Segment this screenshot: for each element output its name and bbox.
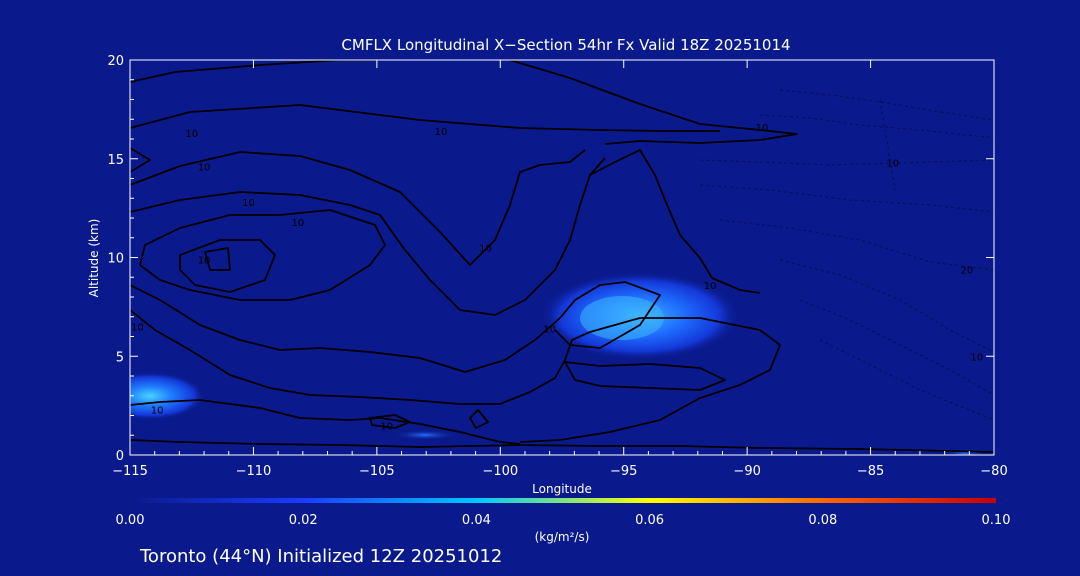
contour-line — [719, 219, 994, 271]
colorbar: 0.00 0.02 0.04 0.06 0.08 0.10 (kg/m²/s) — [116, 498, 1011, 544]
contour-line — [204, 247, 231, 271]
contour-label: 10 — [704, 281, 717, 292]
colorbar-tick-label: 0.10 — [982, 513, 1011, 528]
contours-dashed — [699, 89, 994, 421]
contour-label: 10 — [479, 244, 492, 255]
x-tick-label: −80 — [980, 464, 1007, 479]
flux-maximum-west — [130, 372, 205, 420]
contour-line — [130, 149, 586, 266]
x-tick-label: −105 — [359, 464, 395, 479]
contour-line — [130, 399, 521, 445]
contour-line — [564, 361, 726, 391]
x-tick-label: −85 — [857, 464, 884, 479]
contour-line — [554, 281, 661, 349]
x-tick-label: −90 — [733, 464, 760, 479]
y-tick-label: 0 — [116, 449, 124, 464]
contour-labels: 10 10 10 10 10 10 10 10 10 10 10 10 10 10 20 10 — [131, 123, 983, 432]
contour-line — [130, 60, 380, 83]
contour-line — [179, 239, 276, 293]
y-axis-label: Altitude (km) — [87, 219, 101, 298]
colorbar-tick-label: 0.04 — [462, 513, 491, 528]
contour-label: 10 — [185, 129, 198, 140]
contour-label: 10 — [242, 198, 255, 209]
contour-line — [130, 147, 151, 173]
colorbar-tick-label: 0.06 — [635, 513, 664, 528]
contour-label: 10 — [291, 218, 304, 229]
flux-patch-surface — [393, 430, 457, 440]
x-tick-label: −95 — [610, 464, 637, 479]
contour-label: 10 — [756, 123, 769, 134]
contour-line — [879, 99, 896, 191]
contour-line — [589, 149, 713, 279]
contours-solid — [130, 60, 994, 453]
contour-line — [139, 209, 386, 301]
colorbar-gradient — [130, 498, 996, 503]
contour-line — [469, 409, 489, 429]
flux-shading — [130, 272, 987, 455]
colorbar-tick-label: 0.02 — [289, 513, 318, 528]
y-axis: 0 5 10 15 20 — [107, 54, 994, 464]
contour-label: 10 — [198, 255, 211, 266]
contour-label: 10 — [970, 352, 983, 363]
y-tick-label: 10 — [107, 252, 124, 267]
contour-label: 10 — [543, 325, 556, 336]
x-axis-label: Longitude — [532, 482, 592, 496]
contour-line — [699, 184, 994, 213]
contour-label: 20 — [960, 265, 973, 276]
contour-line — [779, 259, 994, 353]
contour-label: 10 — [380, 421, 393, 432]
contour-line — [699, 159, 994, 166]
contour-label: 10 — [131, 323, 144, 334]
footer-location: Toronto (44°N) Initialized 12Z 20251012 — [139, 546, 502, 567]
x-axis: −115 −110 −105 −100 −95 −90 −85 −80 — [112, 60, 1008, 479]
x-tick-label: −115 — [112, 464, 148, 479]
contour-label: 10 — [198, 163, 211, 174]
contour-line — [799, 299, 994, 396]
contour-line — [369, 414, 411, 429]
y-tick-label: 15 — [107, 153, 124, 168]
colorbar-units: (kg/m²/s) — [535, 530, 590, 544]
contour-label: 10 — [151, 406, 164, 417]
contour-line — [509, 60, 798, 145]
contour-line — [130, 284, 576, 373]
colorbar-tick-label: 0.08 — [808, 513, 837, 528]
contour-line — [130, 157, 606, 316]
contour-line — [130, 309, 781, 443]
x-tick-label: −110 — [236, 464, 272, 479]
plot-area: 10 10 10 10 10 10 10 10 10 10 10 10 10 10 20 10 — [130, 60, 994, 455]
y-tick-label: 20 — [107, 54, 124, 69]
y-tick-label: 5 — [116, 350, 124, 365]
contour-line — [711, 277, 761, 294]
contour-line — [779, 89, 994, 121]
contour-line — [130, 104, 720, 132]
x-tick-label: −100 — [482, 464, 518, 479]
contour-label: 10 — [435, 127, 448, 138]
colorbar-ticks: 0.00 0.02 0.04 0.06 0.08 0.10 — [116, 513, 1011, 528]
contour-line — [819, 339, 994, 421]
contour-label: 10 — [886, 159, 899, 170]
chart-title: CMFLX Longitudinal X−Section 54hr Fx Val… — [341, 36, 790, 54]
contour-line — [130, 439, 994, 453]
colorbar-tick-label: 0.00 — [116, 513, 145, 528]
